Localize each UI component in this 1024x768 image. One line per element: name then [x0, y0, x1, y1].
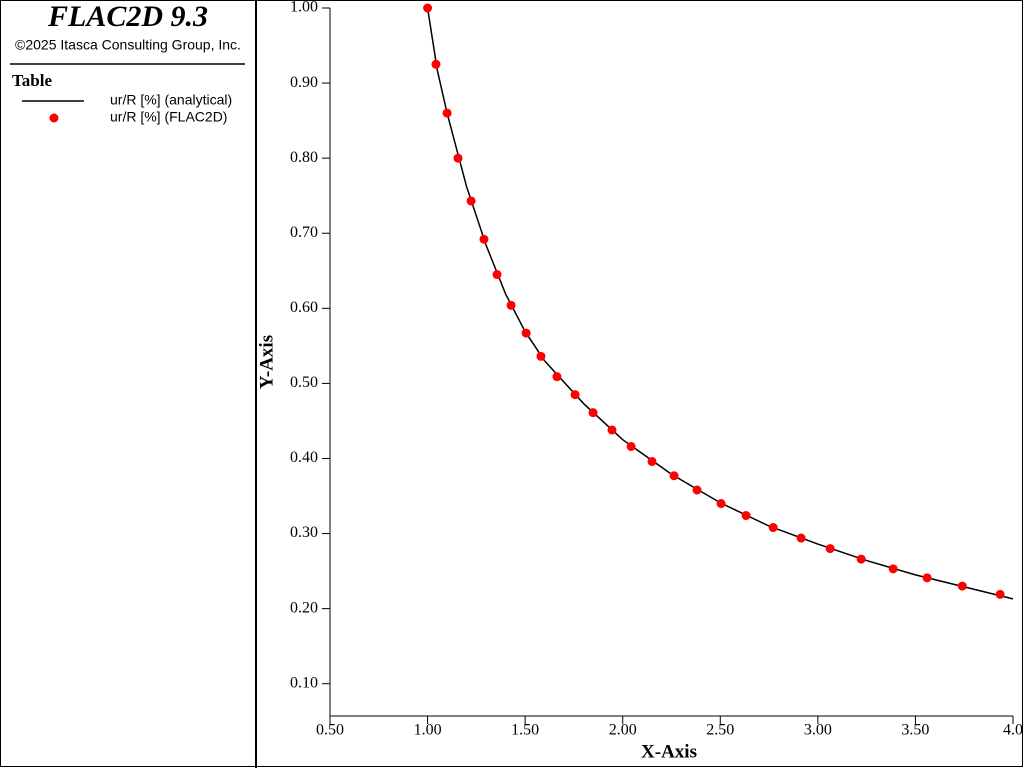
data-point: [768, 523, 778, 533]
x-tick-label: 3.50: [901, 722, 929, 739]
data-point: [607, 425, 617, 435]
data-point: [552, 372, 562, 382]
app-title: FLAC2D 9.3: [47, 0, 208, 33]
data-point: [626, 441, 636, 451]
data-point: [716, 499, 726, 509]
x-tick-label: 1.00: [414, 722, 442, 739]
data-point: [506, 300, 516, 310]
x-tick-label: 2.50: [706, 722, 734, 739]
copyright: ©2025 Itasca Consulting Group, Inc.: [15, 37, 241, 53]
y-tick-label: 0.20: [290, 599, 318, 616]
data-point: [669, 471, 679, 481]
data-point: [825, 544, 835, 554]
legend-title: Table: [12, 71, 52, 90]
y-tick-label: 1.00: [290, 0, 318, 16]
data-point: [536, 351, 546, 361]
data-point: [995, 589, 1005, 599]
data-point: [888, 564, 898, 574]
x-tick-label: 1.50: [511, 722, 539, 739]
data-point: [521, 328, 531, 338]
legend-label: ur/R [%] (FLAC2D): [110, 109, 227, 125]
y-tick-label: 0.90: [290, 74, 318, 91]
data-point: [957, 581, 967, 591]
data-point: [922, 573, 932, 583]
x-tick-label: 3.00: [804, 722, 832, 739]
data-point: [588, 408, 598, 418]
data-point: [442, 108, 452, 118]
x-tick-label: 4.0: [1003, 722, 1023, 739]
analytical-line: [426, 7, 1014, 600]
x-tick-label: 2.00: [609, 722, 637, 739]
legend-marker: [49, 113, 59, 123]
data-point: [479, 234, 489, 244]
data-point: [453, 153, 463, 163]
y-tick-label: 0.60: [290, 299, 318, 316]
legend-label: ur/R [%] (analytical): [110, 92, 232, 108]
data-point: [692, 485, 702, 495]
data-point: [431, 59, 441, 69]
y-tick-label: 0.50: [290, 374, 318, 391]
data-point: [570, 390, 580, 400]
y-tick-label: 0.10: [290, 674, 318, 691]
data-point: [796, 533, 806, 543]
data-point: [856, 554, 866, 564]
x-axis-title: X-Axis: [641, 741, 697, 762]
data-point: [466, 196, 476, 206]
data-point: [492, 270, 502, 280]
data-point: [647, 456, 657, 466]
data-point: [423, 3, 433, 13]
y-tick-label: 0.80: [290, 149, 318, 166]
y-tick-label: 0.70: [290, 224, 318, 241]
y-axis-title: Y-Axis: [256, 335, 277, 389]
y-tick-label: 0.30: [290, 524, 318, 541]
x-tick-label: 0.50: [316, 722, 344, 739]
data-point: [741, 511, 751, 521]
y-tick-label: 0.40: [290, 449, 318, 466]
